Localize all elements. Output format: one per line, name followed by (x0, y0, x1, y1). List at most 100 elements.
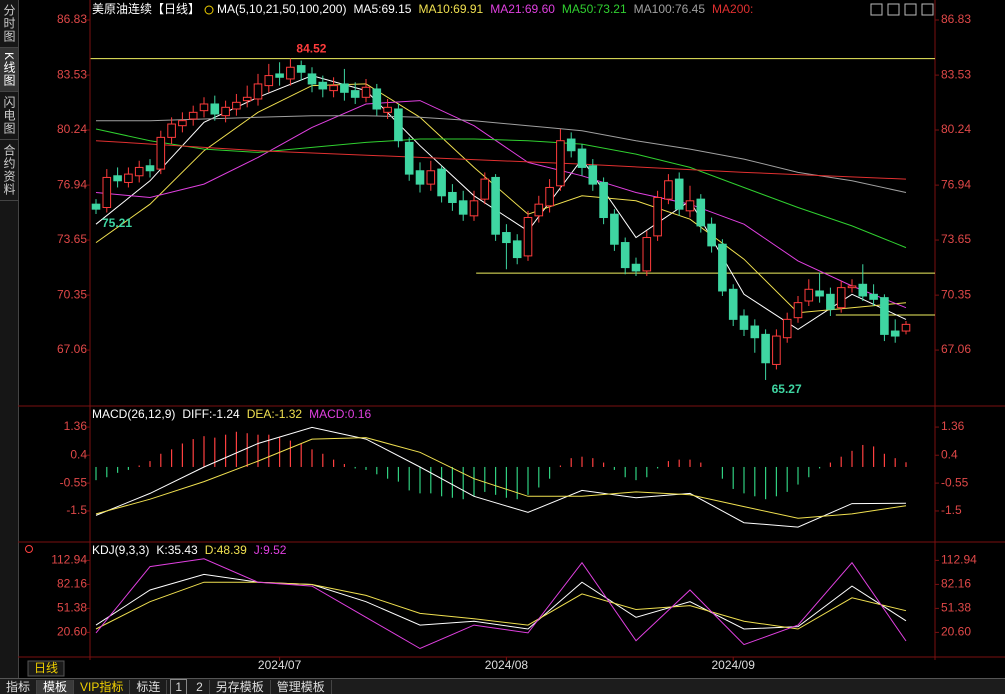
y-tick-label: 76.94 (941, 177, 971, 191)
candle-body (264, 75, 274, 87)
indicator-line (95, 581, 907, 630)
tab[interactable]: 另存模板 (210, 679, 271, 694)
y-tick-label: -0.55 (60, 475, 88, 489)
legend-item: K:35.43 (156, 543, 198, 557)
legend-item: MA5:69.15 (353, 2, 411, 16)
tab[interactable]: 合约资料 (0, 140, 18, 202)
tab[interactable]: K线图 (0, 48, 18, 93)
tab[interactable]: 标连 (130, 679, 168, 694)
legend-item: MA200: (712, 2, 753, 16)
tab[interactable]: 2 (190, 679, 210, 694)
candle-body (156, 136, 166, 170)
kdj-icon[interactable] (25, 545, 33, 553)
candle-body (275, 73, 284, 78)
icon[interactable] (921, 3, 934, 16)
indicator-line (95, 573, 907, 630)
candle-body (232, 101, 241, 110)
candle-body (296, 65, 306, 73)
x-tick-label: 2024/09 (712, 658, 756, 672)
candle-body (361, 86, 371, 98)
y-tick-label: 20.60 (941, 625, 971, 639)
y-tick-label: 0.4 (941, 447, 958, 461)
candle-body (577, 148, 587, 168)
candle-body (415, 170, 425, 185)
legend-item: MA10:69.91 (418, 2, 483, 16)
legend-item: 美原油连续【日线】 (92, 1, 200, 16)
candle-body (869, 293, 878, 300)
y-tick-label: 51.38 (941, 601, 971, 615)
candle-body (372, 88, 382, 110)
candle-body (124, 173, 133, 183)
candle-body (782, 318, 792, 339)
candle-body (512, 240, 522, 259)
tab[interactable]: 指标 (0, 679, 38, 694)
indicator-line (95, 100, 907, 309)
legend-item: MACD(26,12,9) (92, 407, 175, 421)
candle-body (491, 176, 500, 235)
candle-body (480, 178, 490, 200)
candle-body (502, 232, 511, 244)
tab[interactable]: VIP指标 (74, 679, 131, 694)
candle-body (394, 108, 403, 142)
side-tabs: 分时图 K线图 闪电图 合约资料 (0, 0, 19, 678)
candle-body (599, 181, 608, 219)
candle-body (145, 165, 155, 172)
candle-body (836, 287, 846, 309)
extreme-label: 75.21 (102, 216, 132, 230)
legend-item: MACD:0.16 (309, 407, 371, 421)
y-tick-label: 112.94 (941, 553, 977, 567)
indicator-line (95, 75, 907, 330)
icon[interactable] (904, 3, 917, 16)
candle-body (91, 203, 101, 210)
candle-body (674, 178, 684, 210)
candle-body (685, 200, 695, 212)
legend-item: MA50:73.21 (562, 2, 627, 16)
candle-body (199, 103, 209, 112)
y-tick-label: 80.24 (941, 122, 971, 136)
bottom-bar: 指标 模板 VIP指标 标连 1 2 另存模板 管理模板 (0, 678, 1005, 694)
period-box[interactable] (27, 660, 65, 677)
candle-body (307, 73, 317, 85)
candle-body (242, 96, 252, 102)
indicator-line (95, 426, 907, 528)
indicator-line (95, 140, 907, 180)
icon[interactable] (870, 3, 883, 16)
icon[interactable] (887, 3, 900, 16)
legend-item: J:9.52 (254, 543, 287, 557)
candle-body (102, 176, 112, 208)
candle-body (253, 83, 263, 100)
extreme-label: 84.52 (296, 42, 326, 56)
candle-body (556, 140, 565, 187)
candle-body (642, 237, 652, 272)
candle-body (566, 138, 576, 152)
candle-body (739, 315, 749, 330)
indicator-line (95, 558, 907, 650)
candle-body (772, 335, 781, 365)
tab[interactable]: 模板 (37, 679, 75, 694)
candle-body (350, 90, 360, 98)
tab[interactable]: 闪电图 (0, 92, 18, 141)
y-tick-label: 70.35 (57, 287, 87, 301)
y-tick-label: 112.94 (51, 553, 87, 567)
candle-body (383, 106, 392, 113)
tab[interactable]: 1 (170, 678, 188, 694)
candle-body (113, 175, 122, 182)
candle-body (318, 81, 328, 90)
y-tick-label: 86.83 (941, 12, 971, 26)
y-tick-label: 82.16 (57, 577, 87, 591)
candle-body (804, 288, 814, 302)
tab[interactable]: 分时图 (0, 0, 18, 48)
indicator-line (95, 83, 907, 314)
y-tick-label: 67.06 (57, 342, 87, 356)
candle-body (696, 198, 706, 227)
candle-body (847, 285, 857, 289)
y-tick-label: 80.24 (57, 122, 87, 136)
candle-body (188, 111, 198, 120)
y-tick-label: 1.36 (64, 419, 88, 433)
candle-body (610, 213, 619, 245)
period-label: 日线 (34, 661, 58, 675)
candle-body (815, 290, 824, 297)
tab[interactable]: 管理模板 (271, 679, 332, 694)
y-tick-label: 83.53 (57, 67, 87, 81)
candle-body (404, 141, 414, 175)
